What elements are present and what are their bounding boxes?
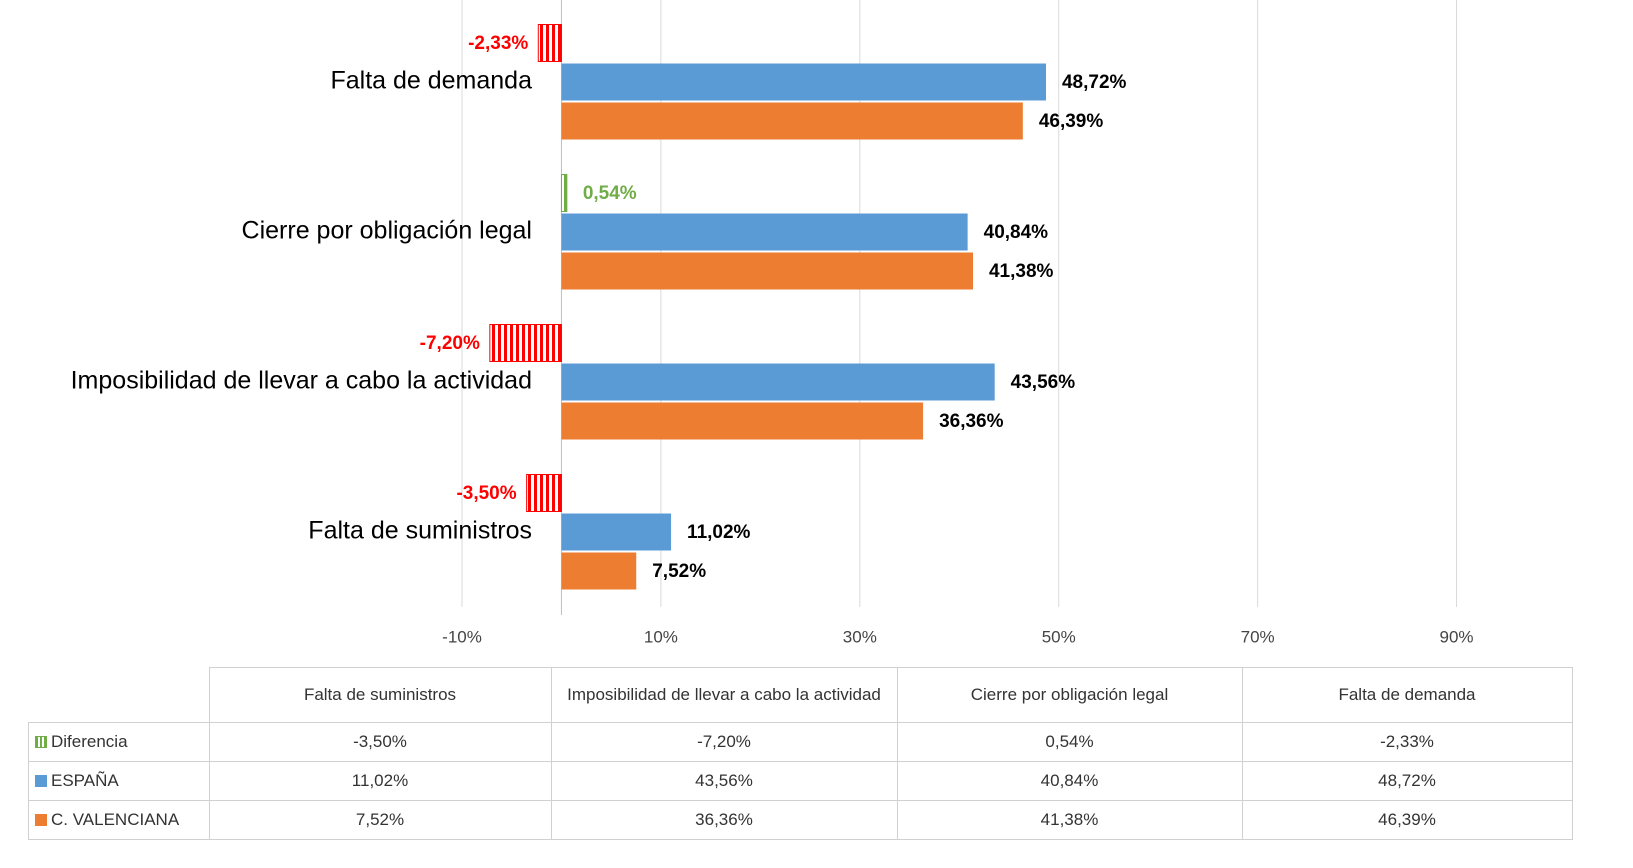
table-cell: 46,39% [1241,800,1573,840]
data-label: 48,72% [1062,72,1127,93]
category-label: Cierre por obligación legal [242,217,532,245]
data-table: Falta de suministros Imposibilidad de lle… [28,667,1573,840]
chart: -10% 10% 30% 50% 70% 90% Falta de suministros -… [71,0,1474,646]
data-label: 11,02% [687,522,750,543]
legend-entry: Diferencia [28,722,210,762]
table-header: Imposibilidad de llevar a cabo la activi… [550,667,898,723]
table-cell: 11,02% [208,761,552,801]
data-label: 46,39% [1039,111,1104,132]
data-label: 43,56% [1011,372,1076,393]
bar [561,213,968,251]
data-label: 41,38% [989,261,1054,282]
legend-key [35,814,47,826]
data-label: 40,84% [984,222,1049,243]
table-cell: 40,84% [896,761,1243,801]
data-label: -3,50% [456,483,516,504]
table-header: Falta de suministros [208,667,552,723]
table-header: Cierre por obligación legal [896,667,1243,723]
table-cell: 48,72% [1241,761,1573,801]
legend-entry: ESPAÑA [28,761,210,801]
table-header: Falta de demanda [1241,667,1573,723]
bar [561,363,995,401]
x-tick-label: 50% [1042,627,1076,646]
bar [561,552,637,590]
x-tick-label: 10% [644,627,678,646]
x-tick-label: -10% [442,627,482,646]
category-label: Falta de suministros [308,517,532,545]
x-tick-label: 70% [1241,627,1275,646]
legend-entry: C. VALENCIANA [28,800,210,840]
table-cell: 0,54% [896,722,1243,762]
bar [489,324,562,362]
bar [561,63,1046,101]
data-label: 36,36% [939,411,1004,432]
table-cell: -7,20% [550,722,898,762]
table-cell: 43,56% [550,761,898,801]
table-cell: 41,38% [896,800,1243,840]
legend-label: C. VALENCIANA [51,810,180,829]
category-label: Falta de demanda [330,67,532,95]
table-cell: -3,50% [208,722,552,762]
bar [561,102,1023,140]
bar [561,252,973,290]
bar [526,474,562,512]
data-label: -7,20% [420,333,480,354]
table-row: C. VALENCIANA 7,52% 36,36% 41,38% 46,39% [28,800,1573,840]
table-row: Diferencia -3,50% -7,20% 0,54% -2,33% [28,722,1573,762]
table-cell: 36,36% [550,800,898,840]
data-label: -2,33% [468,33,528,54]
legend-label: ESPAÑA [51,771,119,790]
bar [561,402,924,440]
category-label: Imposibilidad de llevar a cabo la activi… [71,367,532,395]
bar [537,24,562,62]
table-cell: 7,52% [208,800,552,840]
legend-key [35,775,47,787]
legend-label: Diferencia [51,732,128,751]
x-tick-label: 90% [1440,627,1474,646]
legend-key [35,736,47,748]
data-label: 0,54% [583,183,637,204]
bar [561,513,672,551]
table-row: ESPAÑA 11,02% 43,56% 40,84% 48,72% [28,761,1573,801]
table-header-row: Falta de suministros Imposibilidad de lle… [28,667,1573,723]
table-corner [28,667,210,723]
data-label: 7,52% [652,561,706,582]
bar [560,174,568,212]
table-cell: -2,33% [1241,722,1573,762]
x-tick-label: 30% [843,627,877,646]
